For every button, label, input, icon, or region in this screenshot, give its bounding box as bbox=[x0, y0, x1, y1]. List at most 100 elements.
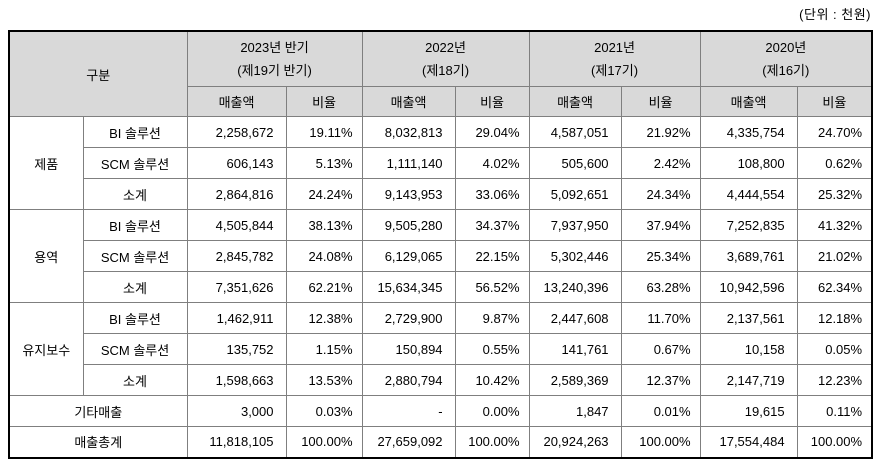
row-label: SCM 솔루션 bbox=[82, 147, 188, 179]
measure-header-row: 매출액 비율 매출액 비율 매출액 비율 매출액 비율 bbox=[9, 86, 873, 117]
sales-value-cell: 135,752 bbox=[186, 333, 287, 365]
summary-row-label: 매출총계 bbox=[8, 426, 188, 458]
ratio-value-cell: 2.42% bbox=[620, 147, 701, 179]
ratio-value-cell: 0.03% bbox=[285, 395, 363, 427]
ratio-header: 비율 bbox=[454, 86, 530, 117]
sales-value-cell: 5,302,446 bbox=[528, 240, 622, 272]
sales-value-cell: 9,505,280 bbox=[361, 209, 456, 241]
sales-value-cell: 2,589,369 bbox=[528, 364, 622, 396]
sales-value-cell: 2,447,608 bbox=[528, 302, 622, 334]
ratio-value-cell: 0.05% bbox=[796, 333, 873, 365]
sales-header: 매출액 bbox=[699, 86, 798, 117]
table-row: 유지보수 BI 솔루션 1,462,911 12.38% 2,729,900 9.87% 2… bbox=[8, 302, 873, 396]
ratio-header: 비율 bbox=[285, 86, 363, 117]
ratio-value-cell: 21.02% bbox=[796, 240, 873, 272]
ratio-value-cell: 21.92% bbox=[620, 116, 701, 148]
row-label: SCM 솔루션 bbox=[82, 240, 188, 272]
sales-value-cell: 27,659,092 bbox=[361, 426, 456, 458]
sales-value-cell: 15,634,345 bbox=[361, 271, 456, 303]
sales-value-cell: 9,143,953 bbox=[361, 178, 456, 210]
ratio-value-cell: 0.62% bbox=[796, 147, 873, 179]
ratio-header: 비율 bbox=[796, 86, 873, 117]
year-label: 2021년 bbox=[594, 40, 635, 55]
ratio-value-cell: 38.13% bbox=[285, 209, 363, 241]
ratio-value-cell: 12.38% bbox=[285, 302, 363, 334]
ratio-value-cell: 25.32% bbox=[796, 178, 873, 210]
ratio-value-cell: 34.37% bbox=[454, 209, 530, 241]
sales-value-cell: 2,880,794 bbox=[361, 364, 456, 396]
ratio-value-cell: 41.32% bbox=[796, 209, 873, 241]
sales-value-cell: 4,444,554 bbox=[699, 178, 798, 210]
ratio-value-cell: 1.15% bbox=[285, 333, 363, 365]
unit-label: (단위 : 천원) bbox=[799, 7, 871, 22]
sales-value-cell: 10,942,596 bbox=[699, 271, 798, 303]
table-body: 제품 BI 솔루션 2,258,672 19.11% 8,032,813 29.04% 4,… bbox=[8, 116, 873, 458]
ratio-value-cell: 56.52% bbox=[454, 271, 530, 303]
ratio-value-cell: 24.08% bbox=[285, 240, 363, 272]
revenue-breakdown-table: 구분 2023년 반기 (제19기 반기) 2022년 (제18기) 2021년… bbox=[8, 30, 874, 459]
ratio-value-cell: 0.01% bbox=[620, 395, 701, 427]
sales-value-cell: 8,032,813 bbox=[361, 116, 456, 148]
sales-value-cell: 4,587,051 bbox=[528, 116, 622, 148]
sales-value-cell: 606,143 bbox=[186, 147, 287, 179]
row-label: BI 솔루션 bbox=[82, 116, 188, 148]
ratio-value-cell: 12.37% bbox=[620, 364, 701, 396]
year-header-2021: 2021년 (제17기) bbox=[528, 30, 701, 87]
category-corner-header: 구분 bbox=[8, 30, 188, 117]
row-label: SCM 솔루션 bbox=[82, 333, 188, 365]
ratio-value-cell: 4.02% bbox=[454, 147, 530, 179]
sales-value-cell: 150,894 bbox=[361, 333, 456, 365]
table-row: SCM 솔루션 2,845,782 24.08% 6,129,065 22.15% 5,3… bbox=[9, 240, 873, 272]
table-row: 소계 1,598,663 13.53% 2,880,794 10.42% 2,589,36… bbox=[9, 364, 873, 396]
ratio-value-cell: 0.11% bbox=[796, 395, 873, 427]
sales-value-cell: 4,505,844 bbox=[186, 209, 287, 241]
ratio-value-cell: 5.13% bbox=[285, 147, 363, 179]
ratio-value-cell: 37.94% bbox=[620, 209, 701, 241]
ratio-value-cell: 63.28% bbox=[620, 271, 701, 303]
row-label: 소계 bbox=[82, 271, 188, 303]
year-header-2020: 2020년 (제16기) bbox=[699, 30, 873, 87]
sales-value-cell: 2,258,672 bbox=[186, 116, 287, 148]
sales-value-cell: 1,847 bbox=[528, 395, 622, 427]
year-label: 2020년 bbox=[765, 40, 807, 55]
sales-value-cell: 17,554,484 bbox=[699, 426, 798, 458]
sales-value-cell: 19,615 bbox=[699, 395, 798, 427]
row-label: BI 솔루션 bbox=[82, 302, 188, 334]
sales-value-cell: 7,252,835 bbox=[699, 209, 798, 241]
ratio-value-cell: 13.53% bbox=[285, 364, 363, 396]
period-label: (제19기 반기) bbox=[237, 63, 312, 78]
sales-value-cell: 20,924,263 bbox=[528, 426, 622, 458]
sales-value-cell: 1,598,663 bbox=[186, 364, 287, 396]
sales-value-cell: 7,937,950 bbox=[528, 209, 622, 241]
row-group-label: 용역 bbox=[8, 209, 84, 303]
sales-value-cell: 2,845,782 bbox=[186, 240, 287, 272]
ratio-value-cell: 19.11% bbox=[285, 116, 363, 148]
sales-value-cell: 5,092,651 bbox=[528, 178, 622, 210]
period-label: (제16기) bbox=[762, 63, 810, 78]
sales-value-cell: 6,129,065 bbox=[361, 240, 456, 272]
ratio-value-cell: 100.00% bbox=[285, 426, 363, 458]
table-row: 소계 7,351,626 62.21% 15,634,345 56.52% 13,240,… bbox=[9, 271, 873, 303]
sales-value-cell: 2,147,719 bbox=[699, 364, 798, 396]
ratio-value-cell: 100.00% bbox=[796, 426, 873, 458]
sales-value-cell: - bbox=[361, 395, 456, 427]
year-label: 2023년 반기 bbox=[240, 40, 309, 55]
sales-value-cell: 141,761 bbox=[528, 333, 622, 365]
sales-value-cell: 13,240,396 bbox=[528, 271, 622, 303]
sales-value-cell: 108,800 bbox=[699, 147, 798, 179]
year-header-2022: 2022년 (제18기) bbox=[361, 30, 530, 87]
sales-value-cell: 505,600 bbox=[528, 147, 622, 179]
sales-value-cell: 2,864,816 bbox=[186, 178, 287, 210]
sales-value-cell: 1,111,140 bbox=[361, 147, 456, 179]
sales-value-cell: 2,137,561 bbox=[699, 302, 798, 334]
table-row: 용역 BI 솔루션 4,505,844 38.13% 9,505,280 34.37% 7,… bbox=[8, 209, 873, 303]
ratio-value-cell: 24.24% bbox=[285, 178, 363, 210]
row-label: 소계 bbox=[82, 364, 188, 396]
sales-value-cell: 4,335,754 bbox=[699, 116, 798, 148]
year-label: 2022년 bbox=[425, 40, 466, 55]
period-label: (제17기) bbox=[591, 63, 639, 78]
sales-value-cell: 3,689,761 bbox=[699, 240, 798, 272]
row-group-label: 유지보수 bbox=[8, 302, 84, 396]
sales-header: 매출액 bbox=[528, 86, 622, 117]
row-label: 소계 bbox=[82, 178, 188, 210]
